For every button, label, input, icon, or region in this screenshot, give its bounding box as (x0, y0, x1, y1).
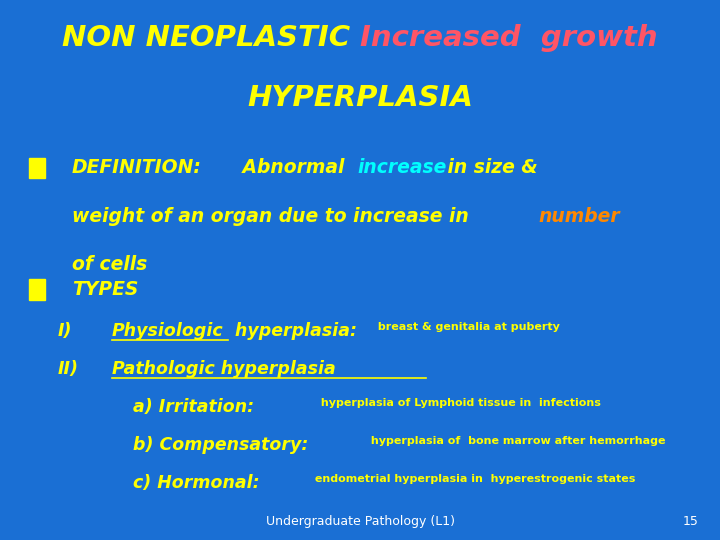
Text: Pathologic hyperplasia: Pathologic hyperplasia (112, 360, 336, 378)
Text: I): I) (58, 322, 72, 340)
Text: II): II) (58, 360, 78, 378)
Text: NON NEOPLASTIC: NON NEOPLASTIC (62, 24, 360, 52)
Bar (29, 158, 45, 178)
Text: in size &: in size & (441, 158, 538, 177)
Text: b) Compensatory:: b) Compensatory: (133, 436, 309, 454)
Text: HYPERPLASIA: HYPERPLASIA (247, 84, 473, 112)
Text: breast & genitalia at puberty: breast & genitalia at puberty (374, 322, 560, 333)
Text: 15: 15 (683, 515, 698, 528)
Text: Abnormal: Abnormal (236, 158, 351, 177)
Bar (29, 279, 45, 300)
Text: hyperplasia of  bone marrow after hemorrhage: hyperplasia of bone marrow after hemorrh… (367, 436, 666, 446)
Text: Physiologic: Physiologic (112, 322, 223, 340)
Text: number: number (539, 207, 620, 226)
Text: hyperplasia:: hyperplasia: (229, 322, 357, 340)
Text: Undergraduate Pathology (L1): Undergraduate Pathology (L1) (266, 515, 454, 528)
Text: of cells: of cells (72, 255, 148, 274)
Text: hyperplasia of Lymphoid tissue in  infections: hyperplasia of Lymphoid tissue in infect… (317, 398, 600, 408)
Text: increase: increase (358, 158, 447, 177)
Text: a) Irritation:: a) Irritation: (133, 398, 254, 416)
Text: Increased  growth: Increased growth (360, 24, 657, 52)
Text: TYPES: TYPES (72, 280, 138, 299)
Text: weight of an organ due to increase in: weight of an organ due to increase in (72, 207, 475, 226)
Text: c) Hormonal:: c) Hormonal: (133, 474, 260, 491)
Text: DEFINITION:: DEFINITION: (72, 158, 202, 177)
Text: endometrial hyperplasia in  hyperestrogenic states: endometrial hyperplasia in hyperestrogen… (311, 474, 636, 484)
